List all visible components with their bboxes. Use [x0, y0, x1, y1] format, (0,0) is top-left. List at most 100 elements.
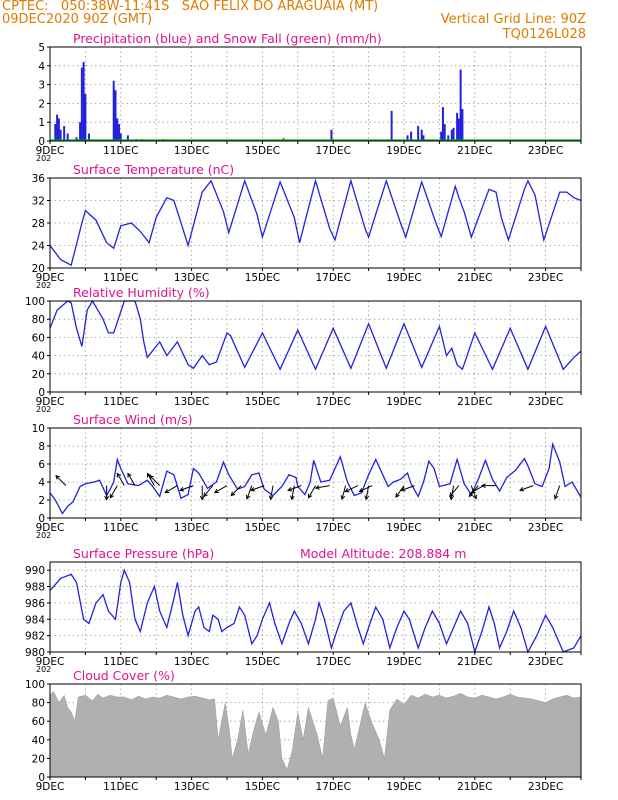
panel-5-title: Cloud Cover (%) — [73, 668, 175, 683]
y-tick-label: 982 — [25, 631, 45, 643]
wind-arrow-head — [213, 488, 219, 494]
x-tick-label: 13DEC — [174, 656, 209, 668]
wind-arrow — [179, 485, 194, 492]
x-tick-label: 13DEC — [174, 396, 209, 408]
y-tick-label: 2 — [38, 98, 45, 110]
wind-arrow-shaft — [341, 485, 347, 500]
x-tick-label: 19DEC — [386, 781, 421, 793]
precip-bar — [116, 118, 119, 141]
x-tick-label: 23DEC — [528, 272, 563, 284]
precip-bar — [457, 118, 460, 141]
precip-bar — [59, 129, 62, 141]
wind-arrow — [307, 485, 316, 499]
precip-bar — [452, 127, 455, 141]
wind-arrow-head — [449, 495, 455, 501]
precip-bar — [406, 135, 409, 141]
precip-bar — [84, 94, 87, 141]
x-tick-label: 11DEC — [103, 396, 138, 408]
vertical-grid-line-header: Vertical Grid Line: 90Z — [440, 12, 586, 27]
precip-bar — [87, 133, 90, 141]
wind-arrow — [287, 485, 302, 492]
precip-bar — [126, 135, 129, 141]
x-tick-label: 15DEC — [245, 522, 280, 534]
wind-arrow-head — [449, 492, 454, 498]
precip-bar — [57, 118, 60, 141]
precip-bar — [440, 131, 443, 141]
y-tick-label: 40 — [32, 351, 45, 363]
y-tick-label: 0 — [38, 772, 45, 784]
x-tick-label: 17DEC — [315, 781, 350, 793]
wind-arrow-shaft — [116, 473, 125, 486]
precip-bar — [443, 124, 446, 141]
wind-arrow-shaft — [449, 485, 460, 497]
wind-arrow — [116, 472, 125, 486]
x-tick-label: 9DEC — [36, 272, 65, 284]
panel-1-title: Surface Temperature (nC) — [73, 162, 234, 177]
x-tick-label: 11DEC — [103, 522, 138, 534]
wind-arrow-head — [268, 495, 274, 501]
cloud-cover-area — [49, 690, 582, 778]
wind-arrow — [340, 485, 347, 501]
y-tick-label: 10 — [32, 423, 45, 435]
x-tick-label: 23DEC — [528, 781, 563, 793]
wind-arrow-head — [109, 493, 114, 499]
wind-arrow-shaft — [471, 485, 484, 494]
wind-arrow-head — [480, 483, 486, 488]
wind-arrow — [400, 485, 415, 492]
precip-bar — [410, 131, 413, 141]
x-tick-label: 17DEC — [315, 656, 350, 668]
precip-bar — [54, 124, 57, 141]
wind-arrow-head — [146, 472, 152, 478]
wind-arrow-shaft — [230, 485, 242, 496]
wind-arrow — [344, 485, 359, 493]
panel-5-frame — [49, 683, 582, 778]
run-date-header: 09DEC2020 90Z (GMT) — [2, 12, 153, 27]
x-tick-label: 15DEC — [245, 396, 280, 408]
x-tick-label: 11DEC — [103, 781, 138, 793]
precip-bar — [450, 129, 453, 141]
x-tick-label: 9DEC — [36, 522, 65, 534]
precip-bar — [56, 114, 59, 141]
panel-3-title: Surface Wind (m/s) — [73, 412, 193, 427]
wind-arrow-head — [287, 487, 293, 492]
precip-bar — [66, 133, 69, 141]
x-tick-label: 17DEC — [315, 396, 350, 408]
x-tick-label: 19DEC — [386, 656, 421, 668]
wind-arrow-head — [230, 491, 236, 497]
y-tick-label: 6 — [38, 459, 45, 471]
wind-arrow — [449, 485, 460, 498]
wind-arrow-head — [553, 494, 559, 500]
panel-3-series-line — [49, 441, 582, 515]
x-tick-label: 15DEC — [245, 272, 280, 284]
panel-3-background — [50, 428, 581, 518]
wind-arrow-shaft — [214, 485, 228, 494]
precip-bar — [79, 122, 82, 141]
wind-arrow-head — [470, 488, 476, 494]
precip-bar — [119, 133, 122, 141]
x-tick-label: 11DEC — [103, 145, 138, 157]
year-label: 202 — [36, 405, 51, 414]
wind-arrow-shaft — [519, 485, 534, 491]
x-tick-label: 13DEC — [174, 781, 209, 793]
x-tick-label: 15DEC — [245, 656, 280, 668]
y-tick-label: 36 — [32, 173, 46, 185]
x-tick-label: 17DEC — [315, 522, 350, 534]
x-tick-label: 9DEC — [36, 396, 65, 408]
x-tick-label: 11DEC — [103, 272, 138, 284]
wind-arrow-head — [314, 485, 320, 490]
wind-arrow-shaft — [149, 475, 161, 486]
wind-arrow-shaft — [450, 485, 455, 500]
wind-arrow-head — [468, 492, 474, 498]
y-tick-label: 40 — [32, 735, 45, 747]
x-tick-label: 17DEC — [315, 272, 350, 284]
panel-4-background — [50, 562, 581, 652]
wind-arrow — [519, 485, 534, 492]
wind-arrow — [199, 485, 205, 501]
precip-bar — [112, 80, 115, 141]
year-label: 202 — [36, 281, 51, 290]
y-tick-label: 3 — [38, 80, 45, 92]
y-tick-label: 986 — [25, 598, 45, 610]
wind-arrow-head — [307, 493, 313, 499]
y-tick-label: 100 — [25, 679, 45, 691]
